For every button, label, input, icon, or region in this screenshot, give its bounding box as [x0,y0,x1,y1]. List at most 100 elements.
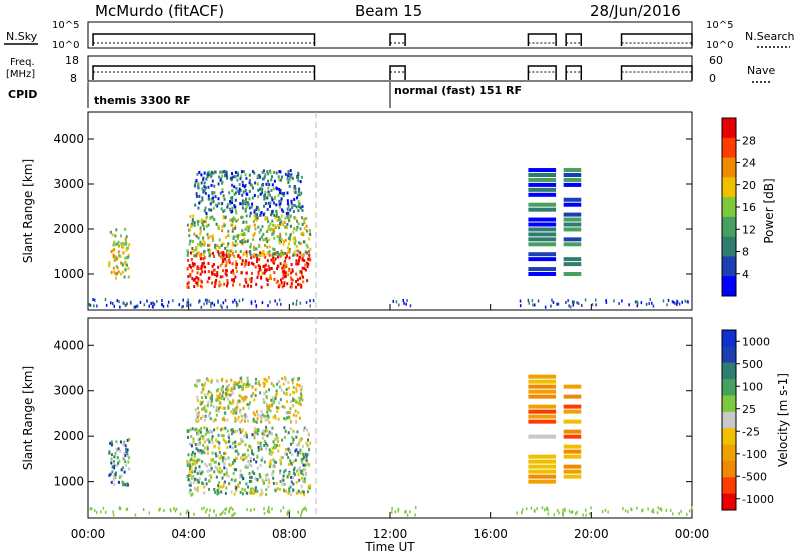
data-cell [215,454,218,458]
data-cell [198,477,201,481]
data-cell [210,399,213,403]
data-cell [250,464,253,468]
data-cell [222,253,225,257]
data-cell [215,222,218,226]
data-cell [261,478,264,482]
data-cell [268,478,271,482]
nsky-tick-top: 10^5 [52,20,79,31]
data-cell [206,171,209,175]
ground-scatter-cell [134,513,137,517]
data-cell [236,429,239,433]
data-cell [221,387,224,391]
data-cell [301,398,304,402]
data-cell [209,216,212,220]
data-cell [233,217,236,221]
data-cell [275,203,278,207]
data-cell [123,470,126,474]
data-cell [246,192,249,196]
ground-scatter-cell [198,300,200,304]
data-cell [276,382,279,386]
data-cell [291,435,294,439]
data-cell [296,225,299,229]
data-cell [295,419,298,423]
data-cell [283,482,286,486]
data-cell [239,442,242,446]
data-cell [274,394,277,398]
data-cell [284,468,287,472]
data-cell [287,431,290,435]
data-cell [212,419,215,423]
ground-scatter-cell [161,299,163,303]
data-cell [221,170,224,174]
data-cell [250,479,253,483]
data-cell [284,429,287,433]
data-cell [256,257,259,261]
ground-scatter-cell [125,303,127,307]
ground-scatter-cell [209,508,211,512]
data-cell [188,490,191,494]
data-cell [246,448,249,452]
data-cell [193,232,196,236]
time-tick-label: 20:00 [574,527,609,541]
ground-scatter-cell [556,302,558,306]
nsky-label: N.Sky [6,30,38,43]
data-cell [305,243,308,247]
data-cell [226,255,229,259]
data-cell [273,213,276,217]
data-cell [271,450,274,454]
data-cell [208,254,211,258]
data-cell [260,447,263,451]
data-cell [250,284,253,288]
ground-scatter-cell [546,506,549,510]
data-cell [269,462,272,466]
data-cell [265,488,268,492]
data-cell [227,433,230,437]
data-cell [298,257,301,261]
data-stripe [528,419,557,424]
data-cell [282,478,285,482]
data-cell [119,254,122,258]
data-cell [266,406,269,410]
data-cell [212,234,215,238]
data-stripe [563,444,582,449]
ground-scatter-cell [119,507,122,511]
data-cell [283,436,286,440]
colorbar-tick-label: 25 [742,403,756,416]
data-cell [252,262,255,266]
data-cell [278,237,281,241]
data-cell [296,219,299,223]
ground-scatter-cell [405,509,407,513]
ground-scatter-cell [678,512,680,516]
data-cell [208,208,211,212]
data-cell [288,410,291,414]
data-cell [237,218,240,222]
data-cell [248,475,251,479]
colorbar-segment [722,493,736,511]
data-cell [220,397,223,401]
data-cell [266,207,269,211]
data-cell [235,456,238,460]
ground-scatter-cell [584,508,587,512]
data-stripe [528,257,557,262]
data-cell [294,190,297,194]
data-cell [259,237,262,241]
data-cell [227,406,230,410]
data-cell [196,380,199,384]
data-cell [262,253,265,257]
data-cell [250,256,253,260]
data-cell [195,384,198,388]
data-cell [221,253,224,257]
data-cell [200,252,203,256]
data-cell [210,391,213,395]
data-cell [277,439,280,443]
data-cell [266,170,269,174]
data-cell [289,459,292,463]
data-cell [271,175,274,179]
data-cell [233,383,236,387]
data-cell [276,218,279,222]
data-cell [286,202,289,206]
data-cell [197,448,200,452]
data-cell [307,452,310,456]
data-cell [190,465,193,469]
data-cell [206,392,209,396]
